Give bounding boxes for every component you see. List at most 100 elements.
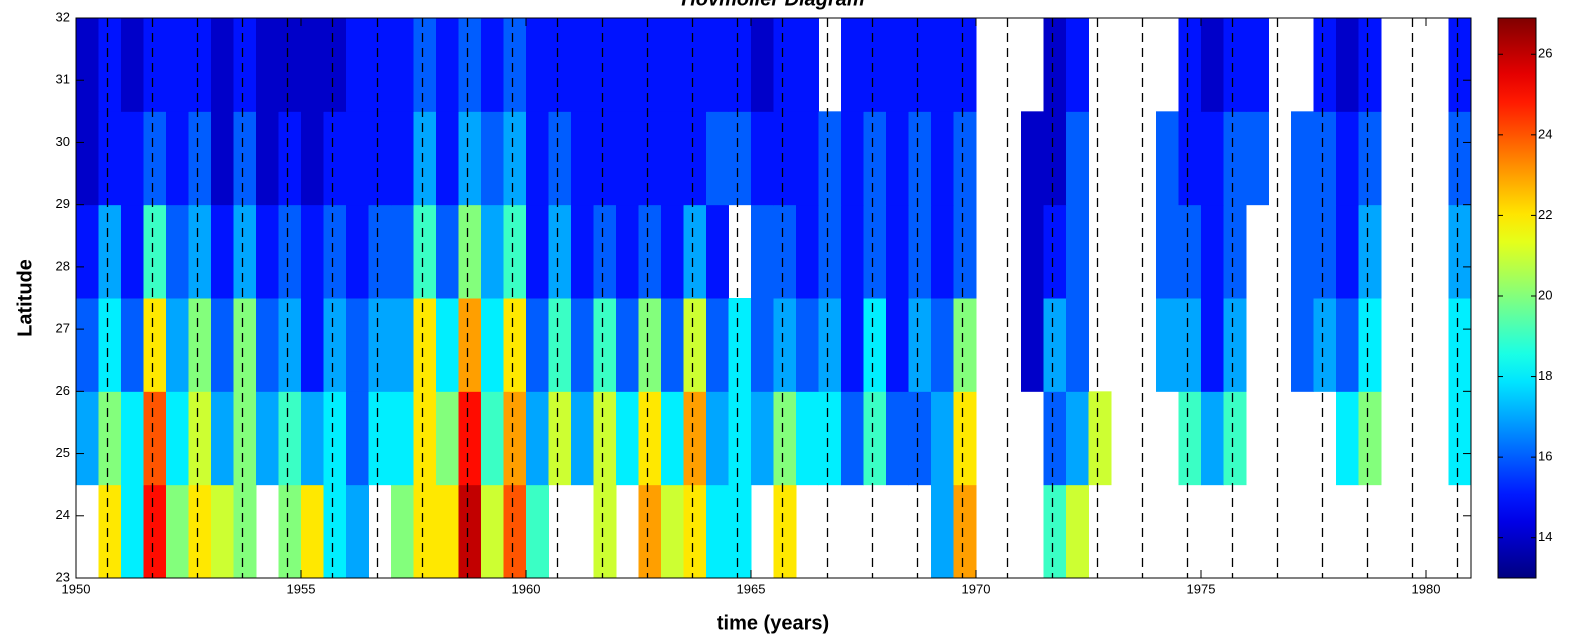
colorbar-tick-label: 24 xyxy=(1538,126,1552,141)
heat-cell xyxy=(908,391,932,486)
heat-cell xyxy=(436,298,459,392)
heat-cell xyxy=(1358,391,1382,486)
heat-cell xyxy=(481,18,504,112)
heat-cell xyxy=(818,204,842,299)
heat-cell xyxy=(278,391,302,486)
heat-cell xyxy=(548,391,572,486)
heat-cell xyxy=(706,111,729,206)
y-tick-label: 26 xyxy=(56,383,70,398)
heat-cell xyxy=(211,111,234,206)
heat-cell xyxy=(391,391,414,486)
heat-cell xyxy=(436,204,459,299)
heat-cell xyxy=(413,111,437,206)
heat-cell xyxy=(233,484,257,578)
heat-cell xyxy=(1043,111,1067,206)
heat-cell xyxy=(278,484,302,578)
heat-cell xyxy=(413,18,437,112)
heat-cell xyxy=(76,391,99,486)
heat-cell xyxy=(886,18,909,112)
heat-cell xyxy=(571,391,594,486)
heat-cell xyxy=(1066,204,1089,299)
heat-cell xyxy=(76,298,99,392)
heat-cell xyxy=(1066,298,1089,392)
heat-cell xyxy=(818,391,842,486)
heat-cell xyxy=(1178,18,1202,112)
heat-cell xyxy=(211,204,234,299)
heat-cell xyxy=(458,391,482,486)
heat-cell xyxy=(773,484,797,578)
heat-cell xyxy=(773,391,797,486)
heat-cell xyxy=(706,204,729,299)
heat-cell xyxy=(863,204,887,299)
heat-cell xyxy=(256,18,279,112)
heat-cell xyxy=(323,484,347,578)
heat-cell xyxy=(796,18,819,112)
heat-cell xyxy=(953,18,977,112)
heat-cell xyxy=(751,111,774,206)
heat-cell xyxy=(391,298,414,392)
heat-cell xyxy=(886,111,909,206)
heat-cell xyxy=(953,111,977,206)
heat-cell xyxy=(323,204,347,299)
heat-cell xyxy=(1336,18,1359,112)
heat-cell xyxy=(1358,111,1382,206)
heat-cell xyxy=(1448,298,1471,392)
heat-cell xyxy=(841,298,864,392)
heat-cell xyxy=(751,391,774,486)
heat-cell xyxy=(683,18,707,112)
heat-cell xyxy=(278,111,302,206)
heat-cell xyxy=(751,298,774,392)
overlay: 1950 1955 1960 1965 1970 1975 1980 23 24 25 26 27 28… xyxy=(56,9,1553,596)
heat-cell xyxy=(188,204,212,299)
heat-cell xyxy=(503,298,527,392)
heat-cell xyxy=(953,484,977,578)
heat-cell xyxy=(143,18,167,112)
heat-cell xyxy=(638,204,662,299)
heat-cell xyxy=(458,484,482,578)
colorbar-tick-label: 22 xyxy=(1538,207,1552,222)
colorbar-tick-label: 14 xyxy=(1538,529,1552,544)
heat-cell xyxy=(1066,18,1089,112)
heat-cell xyxy=(908,111,932,206)
heat-cell xyxy=(571,204,594,299)
heat-cell xyxy=(751,18,774,112)
heat-cell xyxy=(571,111,594,206)
heat-cell xyxy=(1201,18,1224,112)
heat-cell xyxy=(796,111,819,206)
heat-cell xyxy=(368,391,392,486)
heat-cell xyxy=(841,204,864,299)
heat-cell xyxy=(98,18,122,112)
heat-cell xyxy=(1043,298,1067,392)
heat-cell xyxy=(1336,111,1359,206)
heat-cell xyxy=(1156,204,1179,299)
heat-cell xyxy=(1021,111,1044,206)
y-tick-label: 23 xyxy=(56,569,70,584)
heat-cell xyxy=(526,204,549,299)
heat-cell xyxy=(773,18,797,112)
heat-cell xyxy=(683,111,707,206)
heat-cell xyxy=(526,484,549,578)
heat-cell xyxy=(526,18,549,112)
heat-cell xyxy=(413,204,437,299)
heat-cell xyxy=(391,18,414,112)
heat-cell xyxy=(188,18,212,112)
heat-cell xyxy=(1336,391,1359,486)
heat-cell xyxy=(391,484,414,578)
heat-cell xyxy=(76,111,99,206)
heat-cell xyxy=(233,204,257,299)
heat-cell xyxy=(1201,391,1224,486)
heat-cell xyxy=(121,204,144,299)
colorbar-tick-label: 18 xyxy=(1538,368,1552,383)
heat-cell xyxy=(211,18,234,112)
heat-cell xyxy=(301,204,324,299)
heat-cell xyxy=(661,391,684,486)
heat-cell xyxy=(593,111,617,206)
heat-cell xyxy=(616,204,639,299)
heat-cell xyxy=(1291,204,1314,299)
heat-cell xyxy=(481,484,504,578)
x-tick-label: 1960 xyxy=(512,581,541,596)
heat-cell xyxy=(391,111,414,206)
heat-cell xyxy=(1336,298,1359,392)
heat-cell xyxy=(1223,298,1247,392)
